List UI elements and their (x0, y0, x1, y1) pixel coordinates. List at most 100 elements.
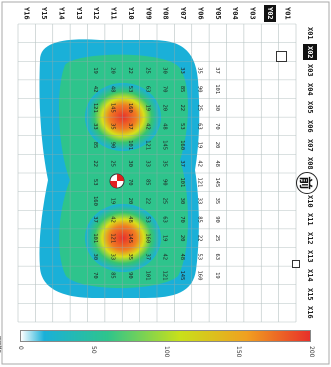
sensor-value: 35 (110, 123, 116, 130)
sensor-value: 85 (179, 86, 185, 93)
sensor-value: 160 (179, 140, 185, 150)
sensor-value: 90 (162, 179, 168, 186)
sensor-value: 22 (196, 235, 202, 242)
sensor-value: 85 (92, 142, 98, 149)
sensor-value: 22 (127, 67, 133, 74)
sensor-value: 121 (162, 270, 168, 280)
sensor-value: 19 (196, 142, 202, 149)
sensor-value: 33 (110, 254, 116, 261)
sensor-value: 53 (127, 86, 133, 93)
sensor-value: 35 (127, 254, 133, 261)
color-scale-bar (20, 330, 311, 342)
sensor-value: 37 (144, 254, 150, 261)
scale-tick-200: 200 (308, 346, 315, 358)
sensor-value: 160 (196, 270, 202, 280)
sensor-value: 160 (92, 196, 98, 206)
sensor-value: 30 (127, 160, 133, 167)
sensor-value: 19 (144, 105, 150, 112)
corner-toggle-button[interactable] (292, 260, 300, 268)
sensor-value: 48 (214, 160, 220, 167)
sensor-value: 101 (144, 270, 150, 280)
sensor-value: 63 (214, 254, 220, 261)
sensor-value: 101 (179, 177, 185, 187)
sensor-value: 25 (196, 105, 202, 112)
sensor-value: 30 (162, 67, 168, 74)
color-scale-unit: mmHg (0, 336, 2, 353)
sensor-value: 121 (92, 103, 98, 113)
sensor-value: 42 (162, 254, 168, 261)
scale-tick-100: 100 (162, 346, 170, 358)
sensor-value: 33 (144, 160, 150, 167)
sensor-value: 145 (110, 103, 116, 113)
sensor-value: 70 (214, 123, 220, 130)
sensor-value: 37 (127, 123, 133, 130)
sensor-value: 48 (127, 216, 133, 223)
sensor-value: 30 (179, 198, 185, 205)
sensor-value: 145 (162, 140, 168, 150)
sensor-value: 33 (179, 67, 185, 74)
sensor-value: 90 (110, 142, 116, 149)
scale-tick-150: 150 (235, 346, 243, 358)
sensor-value: 20 (127, 198, 133, 205)
sensor-value: 30 (92, 254, 98, 261)
sensor-value: 48 (179, 254, 185, 261)
sensor-value: 20 (110, 67, 116, 74)
scale-tick-50: 50 (89, 346, 97, 354)
sensor-value: 37 (179, 160, 185, 167)
sensor-value: 70 (92, 272, 98, 279)
sensor-value: 70 (162, 86, 168, 93)
sensor-value: 160 (127, 103, 133, 113)
sensor-value: 145 (127, 233, 133, 243)
sensor-value: 101 (214, 84, 220, 94)
sensor-value: 22 (179, 105, 185, 112)
sensor-value: 90 (127, 272, 133, 279)
sensor-value: 33 (92, 123, 98, 130)
sensor-value: 63 (196, 123, 202, 130)
sensor-value: 121 (196, 177, 202, 187)
sensor-value: 90 (196, 86, 202, 93)
sensor-value: 20 (162, 105, 168, 112)
sensor-value: 121 (144, 140, 150, 150)
sensor-value: 70 (179, 216, 185, 223)
scale-tick-0: 0 (17, 346, 24, 350)
sensor-value: 53 (196, 254, 202, 261)
sensor-value: 63 (162, 216, 168, 223)
sensor-value: 19 (92, 67, 98, 74)
sensor-value: 33 (196, 198, 202, 205)
sensor-value: 35 (162, 160, 168, 167)
sensor-value: 48 (110, 86, 116, 93)
sensor-value: 42 (144, 123, 150, 130)
sensor-value: 20 (214, 142, 220, 149)
sensor-value: 35 (214, 198, 220, 205)
sensor-value: 160 (144, 233, 150, 243)
sensor-value: 101 (127, 140, 133, 150)
sensor-value: 85 (144, 179, 150, 186)
sensor-value: 145 (214, 177, 220, 187)
sensor-value: 85 (196, 216, 202, 223)
sensor-value: 19 (214, 272, 220, 279)
sensor-value: 121 (110, 233, 116, 243)
sensor-value: 53 (144, 216, 150, 223)
sensor-value: 25 (144, 67, 150, 74)
sensor-value: 25 (162, 198, 168, 205)
sensor-value: 25 (214, 235, 220, 242)
sensor-value: 63 (144, 86, 150, 93)
direction-indicator: 前 (296, 172, 318, 194)
sensor-value: 22 (92, 160, 98, 167)
sensor-value: 42 (196, 160, 202, 167)
sensor-value: 42 (110, 216, 116, 223)
sensor-value: 20 (179, 235, 185, 242)
sensor-value: 70 (127, 179, 133, 186)
sensor-value: 25 (110, 160, 116, 167)
center-of-pressure-marker (109, 173, 125, 189)
sensor-value: 48 (162, 123, 168, 130)
sensor-value: 37 (92, 216, 98, 223)
sensor-value: 101 (92, 233, 98, 243)
sensor-value: 22 (144, 198, 150, 205)
sensor-value: 19 (162, 235, 168, 242)
view-toggle-button[interactable] (276, 51, 287, 62)
sensor-value: 30 (214, 105, 220, 112)
sensor-value: 19 (110, 198, 116, 205)
sensor-value: 53 (179, 123, 185, 130)
